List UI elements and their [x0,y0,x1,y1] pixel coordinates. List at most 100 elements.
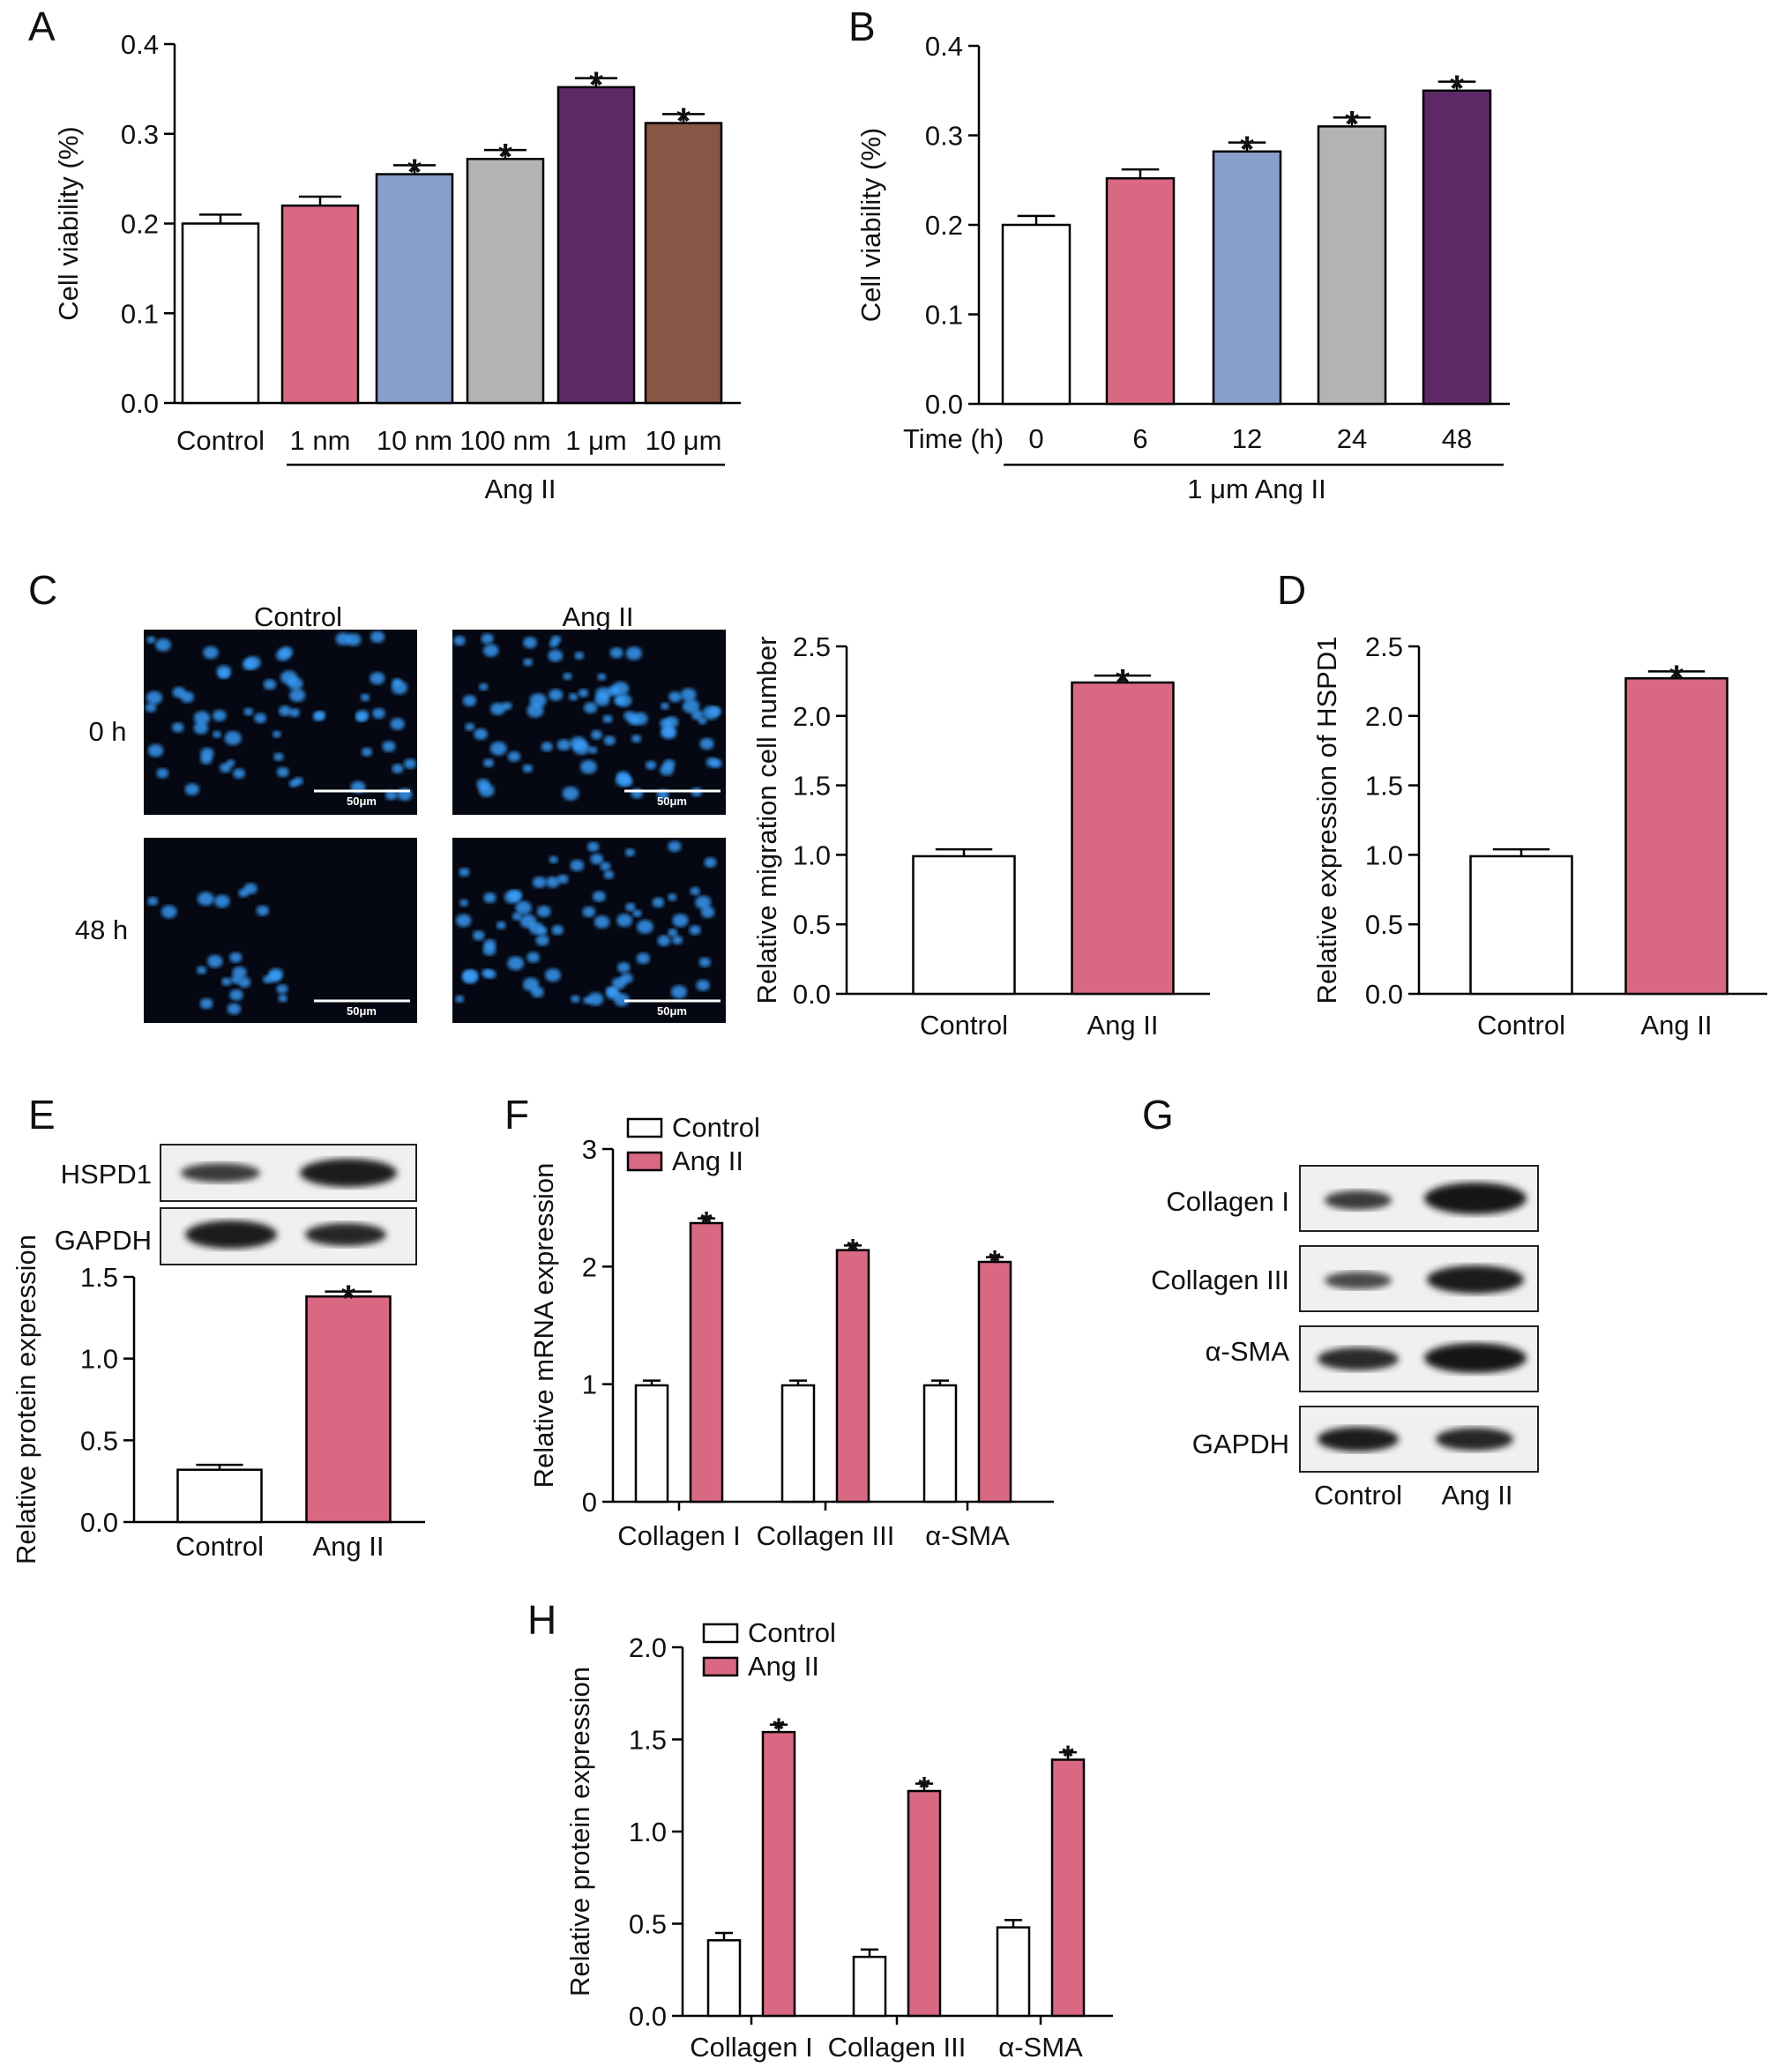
x-tick-label: Collagen I [617,1520,741,1551]
cell-nucleus [221,977,232,986]
cell-nucleus [631,735,642,743]
cell-nucleus [229,951,243,963]
x-tick-label: Ang II [313,1531,385,1562]
cell-nucleus [203,645,219,660]
significance-star: * [700,1206,713,1240]
cell-nucleus [147,897,159,906]
cell-nucleus [507,956,525,971]
cell-nucleus [541,742,553,752]
cell-nucleus [616,914,633,928]
y-axis-title: Relative migration cell number [751,637,782,1004]
cell-nucleus [625,646,642,660]
cell-nucleus [612,681,630,696]
cell-nucleus [276,984,288,994]
blot-label-gapdh: GAPDH [55,1225,152,1256]
cell-nucleus [145,703,157,713]
y-tick-label: 1.5 [629,1725,667,1756]
svg-text:50μm: 50μm [657,795,687,808]
bar [1071,681,1175,996]
bar [466,157,545,405]
cell-nucleus [591,729,602,740]
chart-panel-b: 0.0 0.1 0.2 0.3 0.4 Cell viability (%) 0 6 * 12 * 2… [855,31,1510,454]
cell-nucleus [556,739,571,751]
x-tick-label: Control [920,1010,1008,1041]
cell-nucleus [227,1003,242,1015]
bar [1050,1758,1086,2018]
cell-nucleus [502,701,512,711]
cell-nucleus [370,631,385,643]
cell-nucleus [617,961,631,974]
bar [280,204,360,405]
cell-nucleus [355,713,367,722]
cell-nucleus [268,968,284,981]
bar [907,1789,942,2018]
micrograph-angii-48h: 50μm [452,838,726,1023]
panel-letter-h: H [527,1597,556,1643]
y-tick-label: 0.5 [1365,909,1403,940]
bar [1317,125,1387,406]
cell-nucleus [243,883,258,895]
cell-nucleus [232,966,247,979]
panel-letter-a: A [28,4,56,49]
panel-letter-f: F [504,1092,529,1138]
cell-nucleus [523,637,537,649]
y-tick-label: 1.5 [1365,771,1403,802]
chart-panel-e: 0.0 0.5 1.0 1.5 Relative protein expression C… [11,1235,425,1564]
significance-star: * [773,1713,785,1746]
lane-label-control: Control [1314,1480,1402,1511]
cell-nucleus [571,995,580,1004]
bar [780,1384,816,1504]
micrograph-control-48h: 50μm [144,838,417,1023]
micrograph-grid: Control Ang II 0 h 48 h 50μm 50μm 50μm 5… [75,601,726,1023]
cell-nucleus [507,751,521,762]
y-tick-label: 1.0 [1365,839,1403,870]
bar [1001,223,1071,406]
cell-nucleus [584,702,598,713]
significance-star: * [847,1233,859,1266]
axis-prefix-b: Time (h) [903,423,1004,454]
cell-nucleus [661,726,677,740]
y-tick-label: 0.0 [121,388,159,419]
chart-panel-a: 0.0 0.1 0.2 0.3 0.4 Cell viability (%) Control… [53,29,741,456]
cell-nucleus [161,905,177,919]
band [300,1159,397,1187]
cell-nucleus [570,859,585,871]
y-tick-label: 2.0 [793,701,831,732]
cell-nucleus [199,998,213,1010]
micrograph-col-angii: Ang II [563,601,634,632]
cell-nucleus [696,979,710,991]
y-tick-label: 0.0 [80,1507,118,1538]
y-tick-label: 1.0 [629,1817,667,1847]
panel-letter-g: G [1142,1092,1174,1138]
cell-nucleus [628,715,639,726]
y-tick-label: 2.0 [629,1632,667,1663]
bar [375,173,454,405]
significance-star: * [1669,657,1684,698]
cell-nucleus [479,683,489,691]
y-tick-label: 0.0 [793,979,831,1010]
micrograph-row-48h: 48 h [75,914,128,945]
panel-letter-b: B [848,4,876,49]
band [181,1163,260,1183]
cell-nucleus [594,915,610,929]
svg-text:50μm: 50μm [657,1004,687,1018]
bar [706,1939,742,2018]
x-tick-label: 12 [1232,423,1262,454]
cell-nucleus [404,758,416,769]
cell-nucleus [476,779,490,790]
cell-nucleus [570,736,586,750]
significance-star: * [1116,661,1131,703]
cell-nucleus [515,900,532,915]
y-tick-label: 2.0 [1365,701,1403,732]
cell-nucleus [504,890,520,904]
lane-label-angii: Ang II [1442,1480,1513,1511]
bar [996,1926,1031,2018]
cell-nucleus [455,995,465,1004]
cell-nucleus [483,758,494,768]
significance-star: * [589,64,604,106]
bar [305,1295,392,1524]
panel-letter-e: E [28,1092,56,1138]
cell-nucleus [483,644,499,657]
cell-nucleus [335,632,351,645]
cell-nucleus [695,895,712,909]
